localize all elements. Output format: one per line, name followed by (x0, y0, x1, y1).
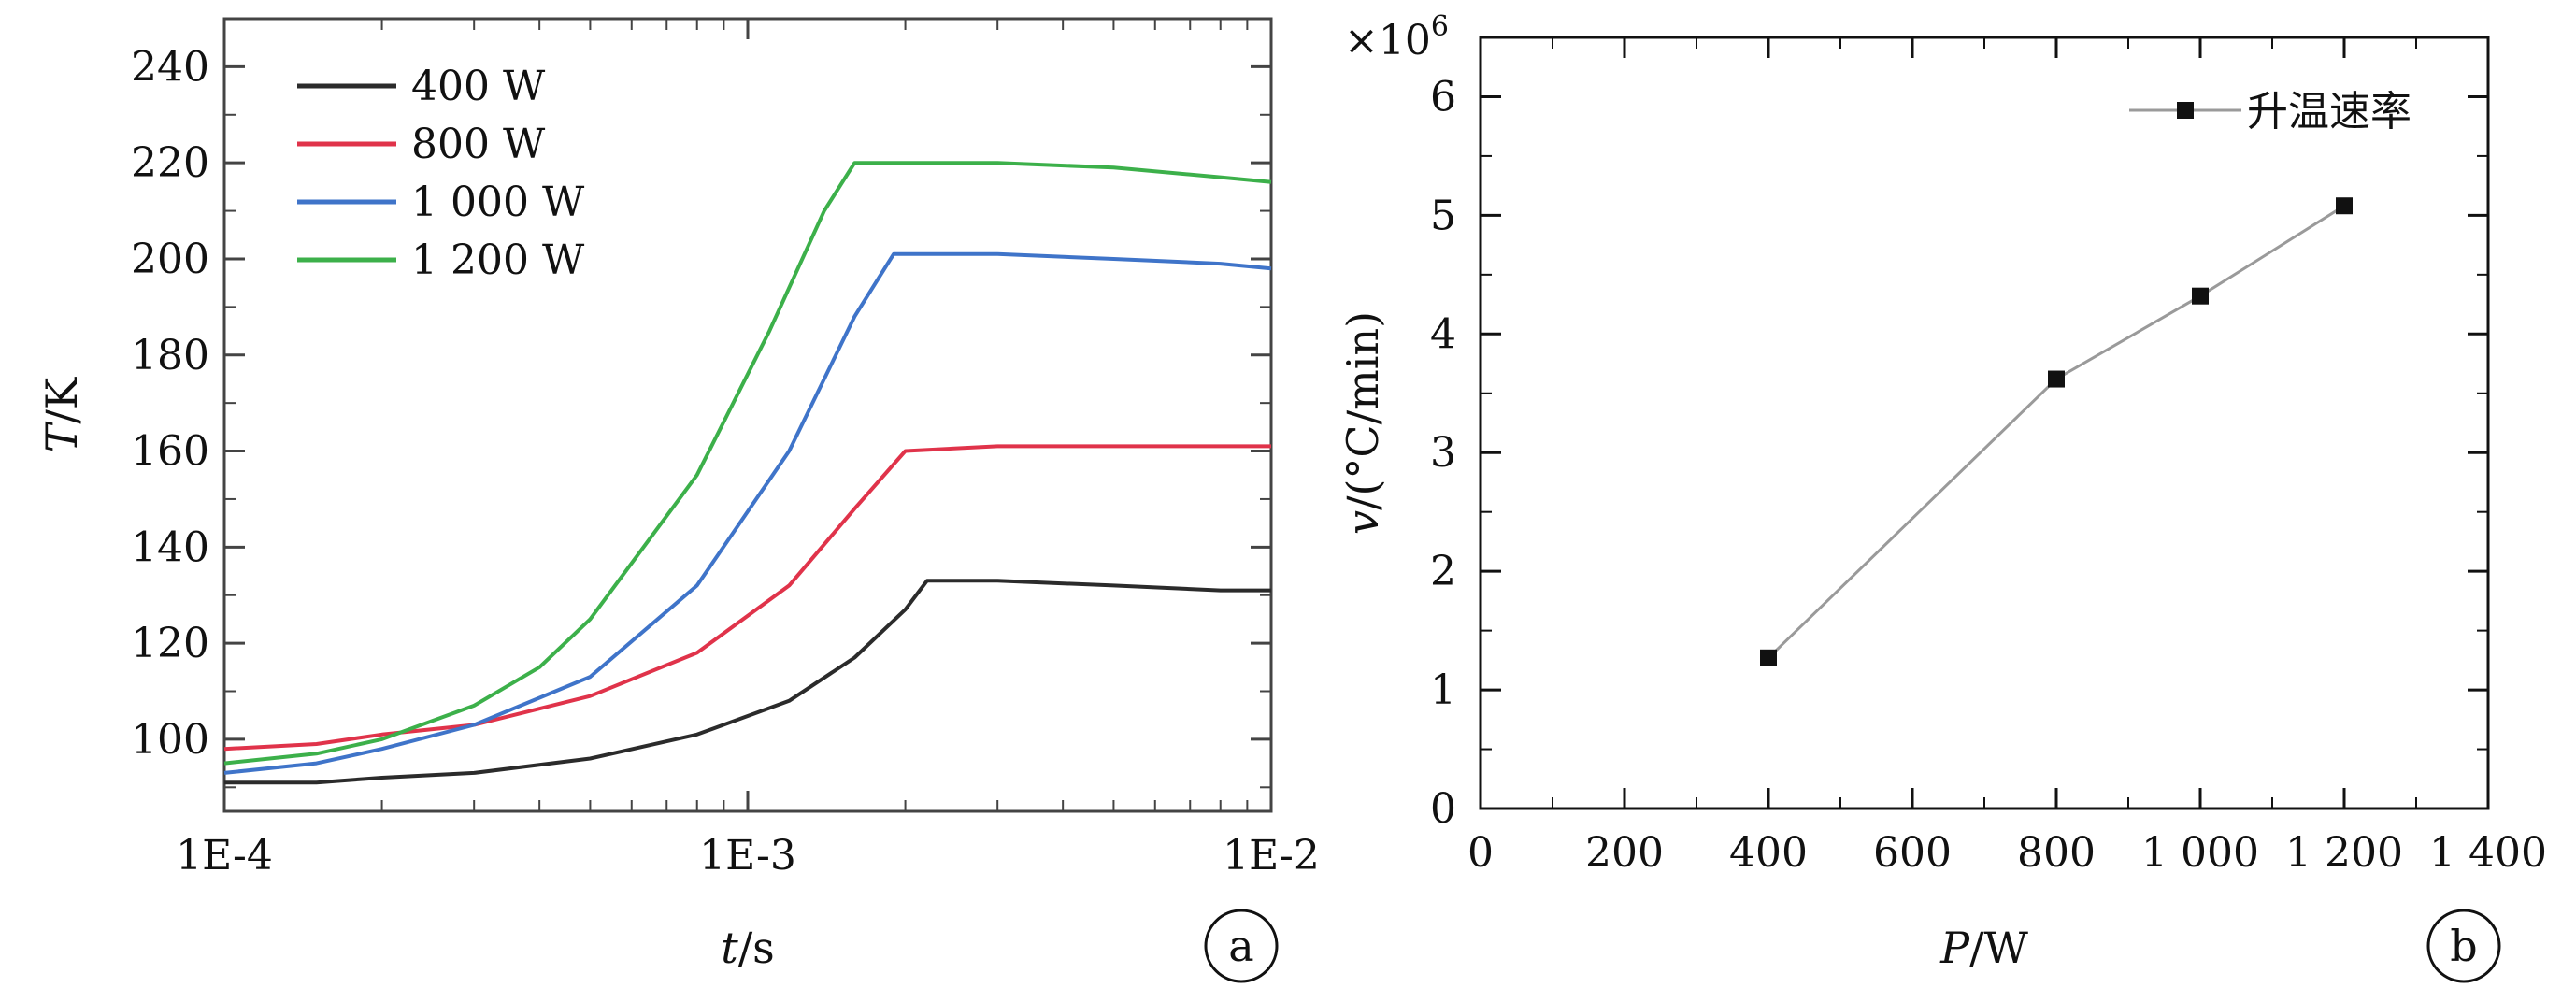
legend-label: 800 W (411, 121, 546, 168)
x-axis-unit: /W (1969, 923, 2028, 973)
y-tick-label: 200 (131, 236, 209, 283)
series-line (223, 161, 1272, 766)
y-axis-title: v/(°C/min) (1338, 311, 1388, 535)
data-point (2336, 197, 2353, 215)
panel-letter-circle (2426, 909, 2501, 983)
y-tick-label: 160 (131, 428, 209, 476)
panel-letter: b (2450, 921, 2477, 971)
x-axis-unit: /s (738, 923, 775, 973)
legend-swatch-marker (2177, 102, 2194, 119)
y-tick-label: 100 (131, 716, 209, 764)
y-tick-label: 0 (1430, 785, 1456, 833)
x-tick-label: 200 (1585, 829, 1664, 877)
panel-letter: a (1228, 921, 1253, 971)
y-axis-title: T/K (36, 376, 87, 452)
y-axis-variable: v (1338, 510, 1388, 535)
plot-frame (1479, 36, 2490, 810)
y-tick-label: 240 (131, 43, 209, 91)
y-tick-label: 6 (1430, 73, 1456, 121)
panel-b: 0 200 400 600 800 1 000 1 200 1 4000123456×106升… (1338, 10, 2547, 983)
legend-label: 1 000 W (411, 179, 585, 226)
y-tick-label: 140 (131, 523, 209, 571)
legend-label: 升温速率 (2247, 88, 2411, 136)
y-tick-label: 1 (1430, 666, 1456, 714)
x-axis-title: t/s (721, 923, 775, 973)
panel-letter-circle (1204, 909, 1279, 983)
y-axis-unit: /K (36, 376, 87, 423)
x-axis-variable: P (1939, 923, 1970, 973)
y-tick-label: 120 (131, 620, 209, 667)
x-tick-label: 1 200 (2285, 829, 2403, 877)
x-tick-label: 1 000 (2141, 829, 2259, 877)
data-point (2192, 287, 2209, 305)
x-axis-variable: t (721, 923, 738, 973)
x-tick-label: 1E-2 (1223, 832, 1320, 880)
y-tick-label: 3 (1430, 429, 1456, 477)
legend-label: 1 200 W (411, 236, 585, 284)
y-tick-label: 5 (1430, 192, 1456, 239)
series-line (224, 579, 1271, 785)
x-tick-label: 800 (2017, 829, 2096, 877)
data-point (2048, 370, 2065, 388)
legend-label: 400 W (411, 63, 546, 110)
y-tick-label: 220 (131, 139, 209, 187)
x-tick-label: 0 (1467, 829, 1494, 877)
x-tick-label: 1E-3 (699, 832, 796, 880)
series-line (1767, 204, 2345, 659)
y-tick-label: 4 (1430, 310, 1456, 358)
y-multiplier-exponent: 6 (1431, 10, 1449, 43)
y-axis-variable: T (36, 421, 87, 452)
series-line (223, 444, 1271, 752)
x-tick-label: 400 (1729, 829, 1808, 877)
x-tick-label: 1 400 (2429, 829, 2547, 877)
x-tick-label: 1E-4 (176, 832, 273, 880)
x-tick-label: 600 (1873, 829, 1952, 877)
x-axis-title: P/W (1939, 923, 2028, 973)
panel-a: 1E-4 1E-3 1E-2 100 120 140 160 180 200 220 240 400 … (36, 17, 1320, 983)
y-tick-label: 2 (1430, 548, 1456, 595)
data-point (1760, 649, 1777, 666)
series-line (223, 251, 1272, 775)
y-multiplier: ×106 (1344, 10, 1449, 64)
y-tick-label: 180 (131, 332, 209, 379)
y-axis-unit: /(°C/min) (1338, 311, 1388, 510)
plot-frame (222, 17, 1273, 813)
